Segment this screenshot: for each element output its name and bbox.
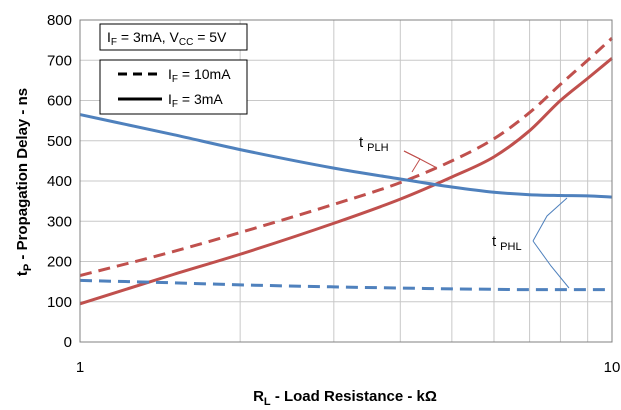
y-tick-label: 700	[47, 52, 72, 69]
y-tick-labels: 0 100 200 300 400 500 600 700 800	[47, 12, 72, 351]
data-series	[79, 37, 614, 306]
y-tick-label: 300	[47, 213, 72, 230]
legend-entry-10ma: IF = 10mA	[118, 66, 231, 85]
series-line-tplh_3ma	[79, 57, 613, 306]
svg-text:IF = 10mA: IF = 10mA	[168, 66, 231, 85]
y-tick-label: 100	[47, 294, 72, 311]
x-tick-labels: 1 10	[76, 359, 621, 376]
y-tick-label: 800	[47, 12, 72, 29]
plot-frame	[79, 19, 613, 343]
x-tick-label: 1	[76, 359, 84, 376]
series-line-tphl_10ma	[79, 278, 612, 292]
condition-box: IF = 3mA, VCC = 5V	[99, 23, 248, 51]
y-tick-label: 400	[47, 173, 72, 190]
y-tick-label: 200	[47, 254, 72, 271]
legend-entry-3ma: IF = 3mA	[118, 91, 223, 110]
annotation-tphl: t PHL	[492, 197, 570, 289]
y-tick-label: 500	[47, 133, 72, 150]
y-tick-label: 600	[47, 93, 72, 110]
svg-text:IF = 3mA, VCC = 5V: IF = 3mA, VCC = 5V	[107, 29, 227, 48]
x-axis-title: RL - Load Resistance - kΩ	[253, 388, 437, 408]
series-line-tphl_3ma	[79, 113, 613, 199]
legend: IF = 10mA IF = 3mA	[99, 59, 248, 115]
annotation-tplh: t PLH	[359, 134, 438, 173]
y-axis-title: tP - Propagation Delay - ns	[14, 88, 34, 276]
y-tick-label: 0	[64, 334, 72, 351]
x-tick-label: 10	[604, 359, 621, 376]
svg-text:IF = 3mA: IF = 3mA	[168, 91, 223, 110]
